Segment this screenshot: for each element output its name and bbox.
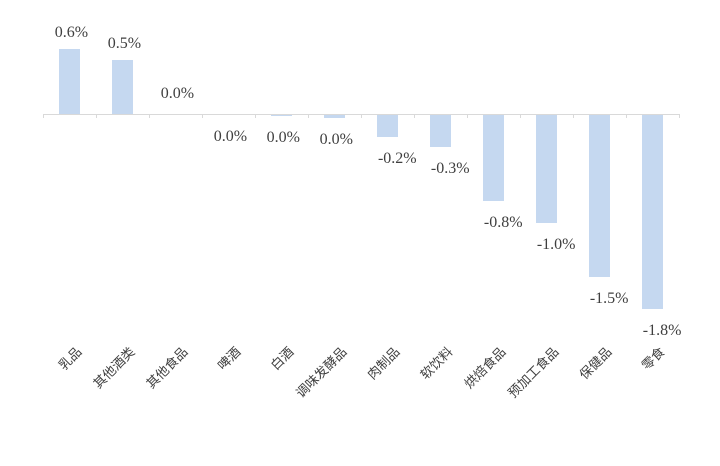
bar	[270, 115, 292, 117]
bar	[641, 115, 663, 310]
x-axis-label: 零食	[638, 344, 668, 374]
x-axis-tick	[572, 114, 574, 118]
x-axis-tick	[413, 114, 415, 118]
bar	[323, 115, 345, 119]
x-axis-label: 软饮料	[417, 344, 456, 383]
bar-value-label: -1.5%	[589, 290, 629, 307]
x-axis-label: 肉制品	[364, 344, 403, 383]
bar-value-label: -1.8%	[642, 322, 682, 340]
bar-value-label: -0.8%	[483, 214, 523, 232]
x-axis-tick	[254, 114, 256, 118]
x-axis-label: 其他酒类	[90, 344, 139, 392]
x-axis-tick	[148, 114, 150, 118]
x-axis-label: 预加工食品	[505, 344, 562, 401]
bar	[482, 115, 504, 202]
x-axis-label: 啤酒	[214, 344, 244, 374]
x-axis-label: 其他食品	[143, 344, 192, 392]
bar	[58, 49, 80, 114]
x-axis-tick	[360, 114, 362, 118]
bar	[376, 115, 398, 137]
x-axis-tick	[95, 114, 97, 118]
bar	[588, 115, 610, 277]
x-axis-label: 烘焙食品	[461, 344, 509, 392]
x-axis-tick	[201, 114, 203, 118]
bar	[429, 115, 451, 148]
x-axis-tick	[519, 114, 521, 118]
x-axis-tick	[466, 114, 468, 118]
bar-value-label: -1.0%	[536, 236, 576, 253]
bar-value-label: 0.0%	[213, 128, 248, 145]
bar-value-label: 0.5%	[107, 35, 142, 52]
x-axis-tick	[307, 114, 309, 118]
x-axis-tick	[625, 114, 627, 118]
bar-value-label: 0.6%	[54, 24, 89, 42]
x-axis-tick	[43, 114, 44, 118]
x-axis-label: 调味发酵品	[293, 344, 350, 401]
bar	[111, 60, 133, 114]
bar-value-label: 0.0%	[319, 131, 353, 149]
x-axis-label: 保健品	[576, 344, 615, 383]
x-axis-label: 白酒	[267, 344, 297, 374]
bar-value-label: -0.3%	[430, 160, 470, 178]
bar-value-label: 0.0%	[266, 129, 300, 147]
x-axis-tick	[678, 114, 680, 118]
bar-value-label: -0.2%	[377, 149, 417, 167]
bar	[535, 115, 557, 223]
bar-value-label: 0.0%	[160, 85, 195, 102]
